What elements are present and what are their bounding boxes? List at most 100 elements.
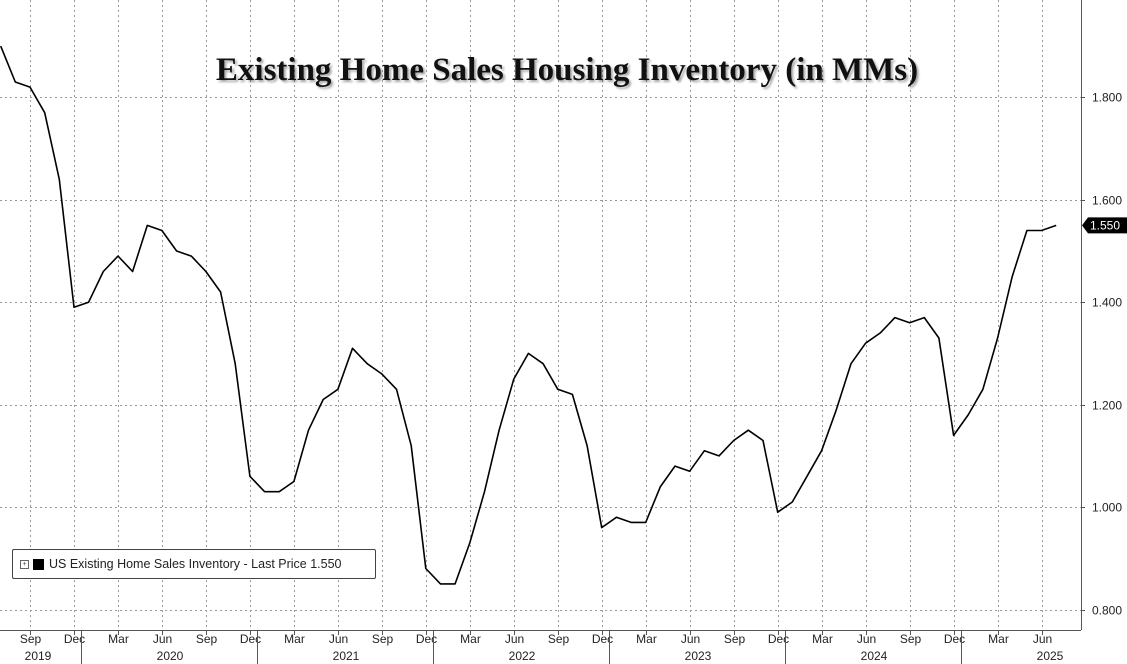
- data-point: [469, 542, 471, 544]
- data-point: [264, 491, 266, 493]
- x-year-label: 2023: [685, 649, 712, 663]
- chart-title: Existing Home Sales Housing Inventory (i…: [216, 52, 918, 88]
- x-tick-label: Jun: [329, 632, 348, 646]
- x-tick-label: Dec: [768, 632, 789, 646]
- data-point: [806, 476, 808, 478]
- data-point: [1041, 230, 1043, 232]
- data-point: [836, 409, 838, 411]
- data-point: [777, 511, 779, 513]
- data-point: [630, 522, 632, 524]
- x-tick-label: Jun: [1033, 632, 1052, 646]
- last-value-label: 1.550: [1090, 218, 1120, 232]
- x-tick-label: Mar: [284, 632, 305, 646]
- data-point: [337, 389, 339, 391]
- y-tick-label: 1.000: [1092, 501, 1122, 515]
- data-point: [249, 476, 251, 478]
- data-point: [1011, 276, 1013, 278]
- data-point: [44, 112, 46, 114]
- data-point: [366, 363, 368, 365]
- data-point: [205, 271, 207, 273]
- x-year-label: 2022: [509, 649, 536, 663]
- data-point: [748, 429, 750, 431]
- data-point: [176, 250, 178, 252]
- x-tick-label: Mar: [812, 632, 833, 646]
- x-tick-label: Dec: [64, 632, 85, 646]
- data-point: [410, 445, 412, 447]
- data-point: [29, 86, 31, 88]
- x-year-label: 2025: [1037, 649, 1064, 663]
- x-year-label: 2019: [25, 649, 52, 663]
- data-point: [718, 455, 720, 457]
- data-point: [15, 81, 17, 83]
- data-point: [645, 522, 647, 524]
- data-point: [967, 414, 969, 416]
- data-point: [352, 348, 354, 350]
- data-point: [132, 271, 134, 273]
- x-tick-label: Dec: [240, 632, 261, 646]
- data-point: [117, 255, 119, 257]
- x-tick-label: Jun: [153, 632, 172, 646]
- x-tick-label: Dec: [592, 632, 613, 646]
- data-point: [234, 363, 236, 365]
- x-year-label: 2020: [157, 649, 184, 663]
- y-tick-label: 1.600: [1092, 194, 1122, 208]
- x-axis-ticks: Sep Dec Mar Jun Sep Dec Mar Jun Sep Dec Mar Jun Sep D…: [20, 630, 1064, 664]
- x-tick-label: Sep: [20, 632, 42, 646]
- data-point: [880, 332, 882, 334]
- data-point: [586, 445, 588, 447]
- x-tick-label: Mar: [460, 632, 481, 646]
- legend-label: US Existing Home Sales Inventory - Last …: [49, 557, 342, 571]
- data-point: [1026, 230, 1028, 232]
- legend-expand-icon[interactable]: +: [20, 559, 29, 569]
- data-point: [894, 317, 896, 319]
- data-point: [88, 301, 90, 303]
- data-point: [601, 527, 603, 529]
- data-point: [528, 353, 530, 355]
- legend-swatch: [33, 558, 44, 570]
- y-tick-label: 1.400: [1092, 296, 1122, 310]
- data-point: [293, 481, 295, 483]
- data-point: [59, 179, 61, 181]
- data-point: [557, 389, 559, 391]
- x-tick-label: Sep: [900, 632, 922, 646]
- data-point: [381, 373, 383, 375]
- data-point: [161, 230, 163, 232]
- series-line: [0, 45, 1057, 585]
- data-point: [704, 450, 706, 452]
- x-tick-label: Mar: [108, 632, 129, 646]
- series-layer: [0, 45, 1057, 585]
- x-tick-label: Mar: [988, 632, 1009, 646]
- x-tick-label: Mar: [636, 632, 657, 646]
- x-year-label: 2021: [333, 649, 360, 663]
- data-point: [425, 568, 427, 570]
- data-point: [396, 389, 398, 391]
- x-tick-label: Jun: [505, 632, 524, 646]
- data-point: [191, 255, 193, 257]
- y-tick-label: 1.800: [1092, 91, 1122, 105]
- x-tick-label: Jun: [857, 632, 876, 646]
- data-point: [660, 486, 662, 488]
- y-tick-label: 1.200: [1092, 399, 1122, 413]
- data-point: [73, 307, 75, 309]
- data-point: [938, 337, 940, 339]
- data-point: [616, 517, 618, 519]
- data-point: [498, 429, 500, 431]
- x-tick-label: Sep: [724, 632, 746, 646]
- data-point: [792, 501, 794, 503]
- data-point: [484, 491, 486, 493]
- data-point: [454, 583, 456, 585]
- last-value-marker: 1.550: [1082, 217, 1127, 234]
- data-point: [924, 317, 926, 319]
- x-tick-label: Dec: [416, 632, 437, 646]
- x-tick-label: Dec: [944, 632, 965, 646]
- legend: + US Existing Home Sales Inventory - Las…: [12, 549, 376, 579]
- data-point: [733, 440, 735, 442]
- x-tick-label: Jun: [681, 632, 700, 646]
- data-point: [821, 450, 823, 452]
- y-axis-ticks: 0.800 1.000 1.200 1.400 1.600 1.800: [1081, 91, 1122, 618]
- data-point: [953, 435, 955, 437]
- last-value-flag: [1082, 217, 1127, 234]
- data-point: [674, 465, 676, 467]
- x-tick-label: Sep: [196, 632, 218, 646]
- data-point: [982, 389, 984, 391]
